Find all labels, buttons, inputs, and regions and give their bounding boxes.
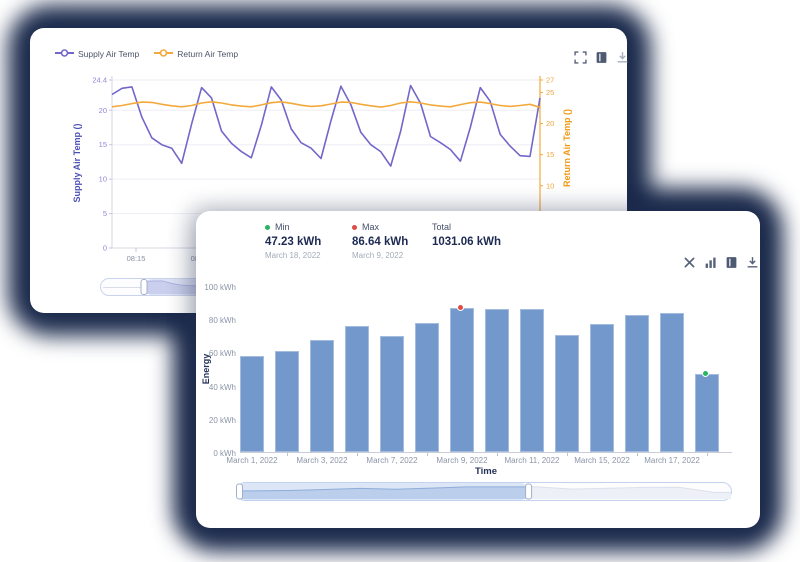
stat-min: Min 47.23 kWh March 18, 2022: [265, 222, 321, 260]
svg-text:24.4: 24.4: [92, 76, 107, 85]
slider-handle: [140, 279, 148, 295]
y-tick-label: 40 kWh: [208, 382, 236, 392]
svg-text:10: 10: [546, 181, 554, 190]
x-axis-tick: [287, 453, 288, 456]
stat-total-label: Total: [432, 222, 452, 232]
svg-text:0: 0: [103, 244, 107, 253]
y-tick-label: 20 kWh: [208, 415, 236, 425]
legend-item-return-air-temp[interactable]: Return Air Temp: [154, 48, 238, 60]
y-tick-label: 100 kWh: [204, 283, 236, 292]
x-axis-tick: [357, 453, 358, 456]
bar[interactable]: [275, 350, 299, 452]
download-icon[interactable]: [616, 51, 629, 64]
x-tick-label: March 11, 2022: [504, 456, 560, 465]
x-tick-label: March 9, 2022: [436, 456, 488, 465]
svg-text:25: 25: [546, 88, 554, 97]
x-tick-label: March 15, 2022: [574, 456, 630, 465]
bar[interactable]: [380, 335, 404, 452]
x-axis-tick: [707, 453, 708, 456]
svg-text:08:15: 08:15: [127, 254, 146, 263]
legend-item-supply-air-temp[interactable]: Supply Air Temp: [55, 48, 139, 60]
data-view-icon[interactable]: [595, 51, 608, 64]
download-icon[interactable]: [746, 256, 759, 269]
bar-chart-toolbox: [683, 256, 759, 269]
x-axis-tick: [567, 453, 568, 456]
x-tick-label: March 3, 2022: [296, 456, 348, 465]
y-tick-label: 60 kWh: [208, 349, 236, 359]
line-chart-toolbox: [574, 51, 629, 64]
stat-max-date: March 9, 2022: [352, 251, 404, 260]
svg-text:20: 20: [546, 119, 554, 128]
supply-series-marker-icon: [55, 48, 74, 60]
svg-text:5: 5: [103, 209, 107, 218]
bar[interactable]: [310, 340, 334, 452]
bar[interactable]: [695, 373, 719, 452]
data-view-icon[interactable]: [725, 256, 738, 269]
stat-max-label: Max: [362, 222, 380, 232]
bar-zoom-slider[interactable]: [236, 482, 732, 501]
bar[interactable]: [660, 313, 684, 452]
y-tick-label: 80 kWh: [208, 316, 236, 326]
bar[interactable]: [240, 355, 264, 452]
x-tick-label: March 17, 2022: [644, 456, 700, 465]
bar[interactable]: [625, 314, 649, 452]
min-dot-icon: [265, 224, 270, 230]
bar[interactable]: [415, 323, 439, 452]
slider-handle-left: [236, 483, 243, 500]
max-dot-icon: [352, 224, 357, 230]
left-axis-title: Supply Air Temp (): [72, 123, 82, 203]
y-tick-label: 0 kWh: [213, 449, 236, 458]
y-axis-title: Energy: [201, 353, 211, 385]
bar[interactable]: [485, 308, 509, 452]
legend-label: Supply Air Temp: [78, 49, 140, 59]
svg-text:20: 20: [99, 106, 107, 115]
stat-max-value: 86.64 kWh: [352, 236, 409, 248]
stat-min-date: March 18, 2022: [265, 251, 321, 260]
stat-min-label: Min: [275, 222, 290, 232]
expand-icon[interactable]: [574, 51, 587, 64]
x-tick-label: March 1, 2022: [226, 456, 278, 465]
stat-total-value: 1031.06 kWh: [432, 236, 502, 248]
stat-total: Total 1031.06 kWh: [432, 222, 501, 248]
stat-min-value: 47.23 kWh: [265, 236, 322, 248]
min-point-icon: [702, 369, 709, 377]
x-axis-tick: [497, 453, 498, 456]
svg-text:15: 15: [546, 150, 554, 159]
bar[interactable]: [345, 326, 369, 452]
bar[interactable]: [590, 324, 614, 452]
tools-icon[interactable]: [683, 256, 696, 269]
max-point-icon: [457, 304, 464, 312]
bar-chart-card: Min 47.23 kWh March 18, 2022 Max 86.64 k…: [196, 211, 760, 528]
legend: Supply Air Temp Return Air Temp: [55, 48, 238, 60]
return-series-marker-icon: [154, 48, 174, 60]
x-axis-title: Time: [474, 466, 497, 477]
x-axis-tick: [637, 453, 638, 456]
x-tick-label: March 7, 2022: [366, 456, 418, 465]
bar[interactable]: [450, 308, 474, 452]
bar-chart-icon[interactable]: [704, 256, 717, 269]
slider-handle-right: [525, 483, 533, 500]
svg-text:10: 10: [99, 175, 107, 184]
right-axis-title: Return Air Temp (): [562, 109, 572, 187]
x-axis-tick: [427, 453, 428, 456]
svg-text:27: 27: [546, 76, 554, 85]
stat-max: Max 86.64 kWh March 9, 2022: [352, 222, 408, 260]
legend-label: Return Air Temp: [177, 49, 239, 59]
bar-chart-plot: March 1, 2022 March 3, 2022 March 7, 2022 M…: [204, 283, 732, 465]
svg-text:15: 15: [99, 140, 107, 149]
bar[interactable]: [555, 335, 579, 452]
bar[interactable]: [520, 308, 544, 452]
